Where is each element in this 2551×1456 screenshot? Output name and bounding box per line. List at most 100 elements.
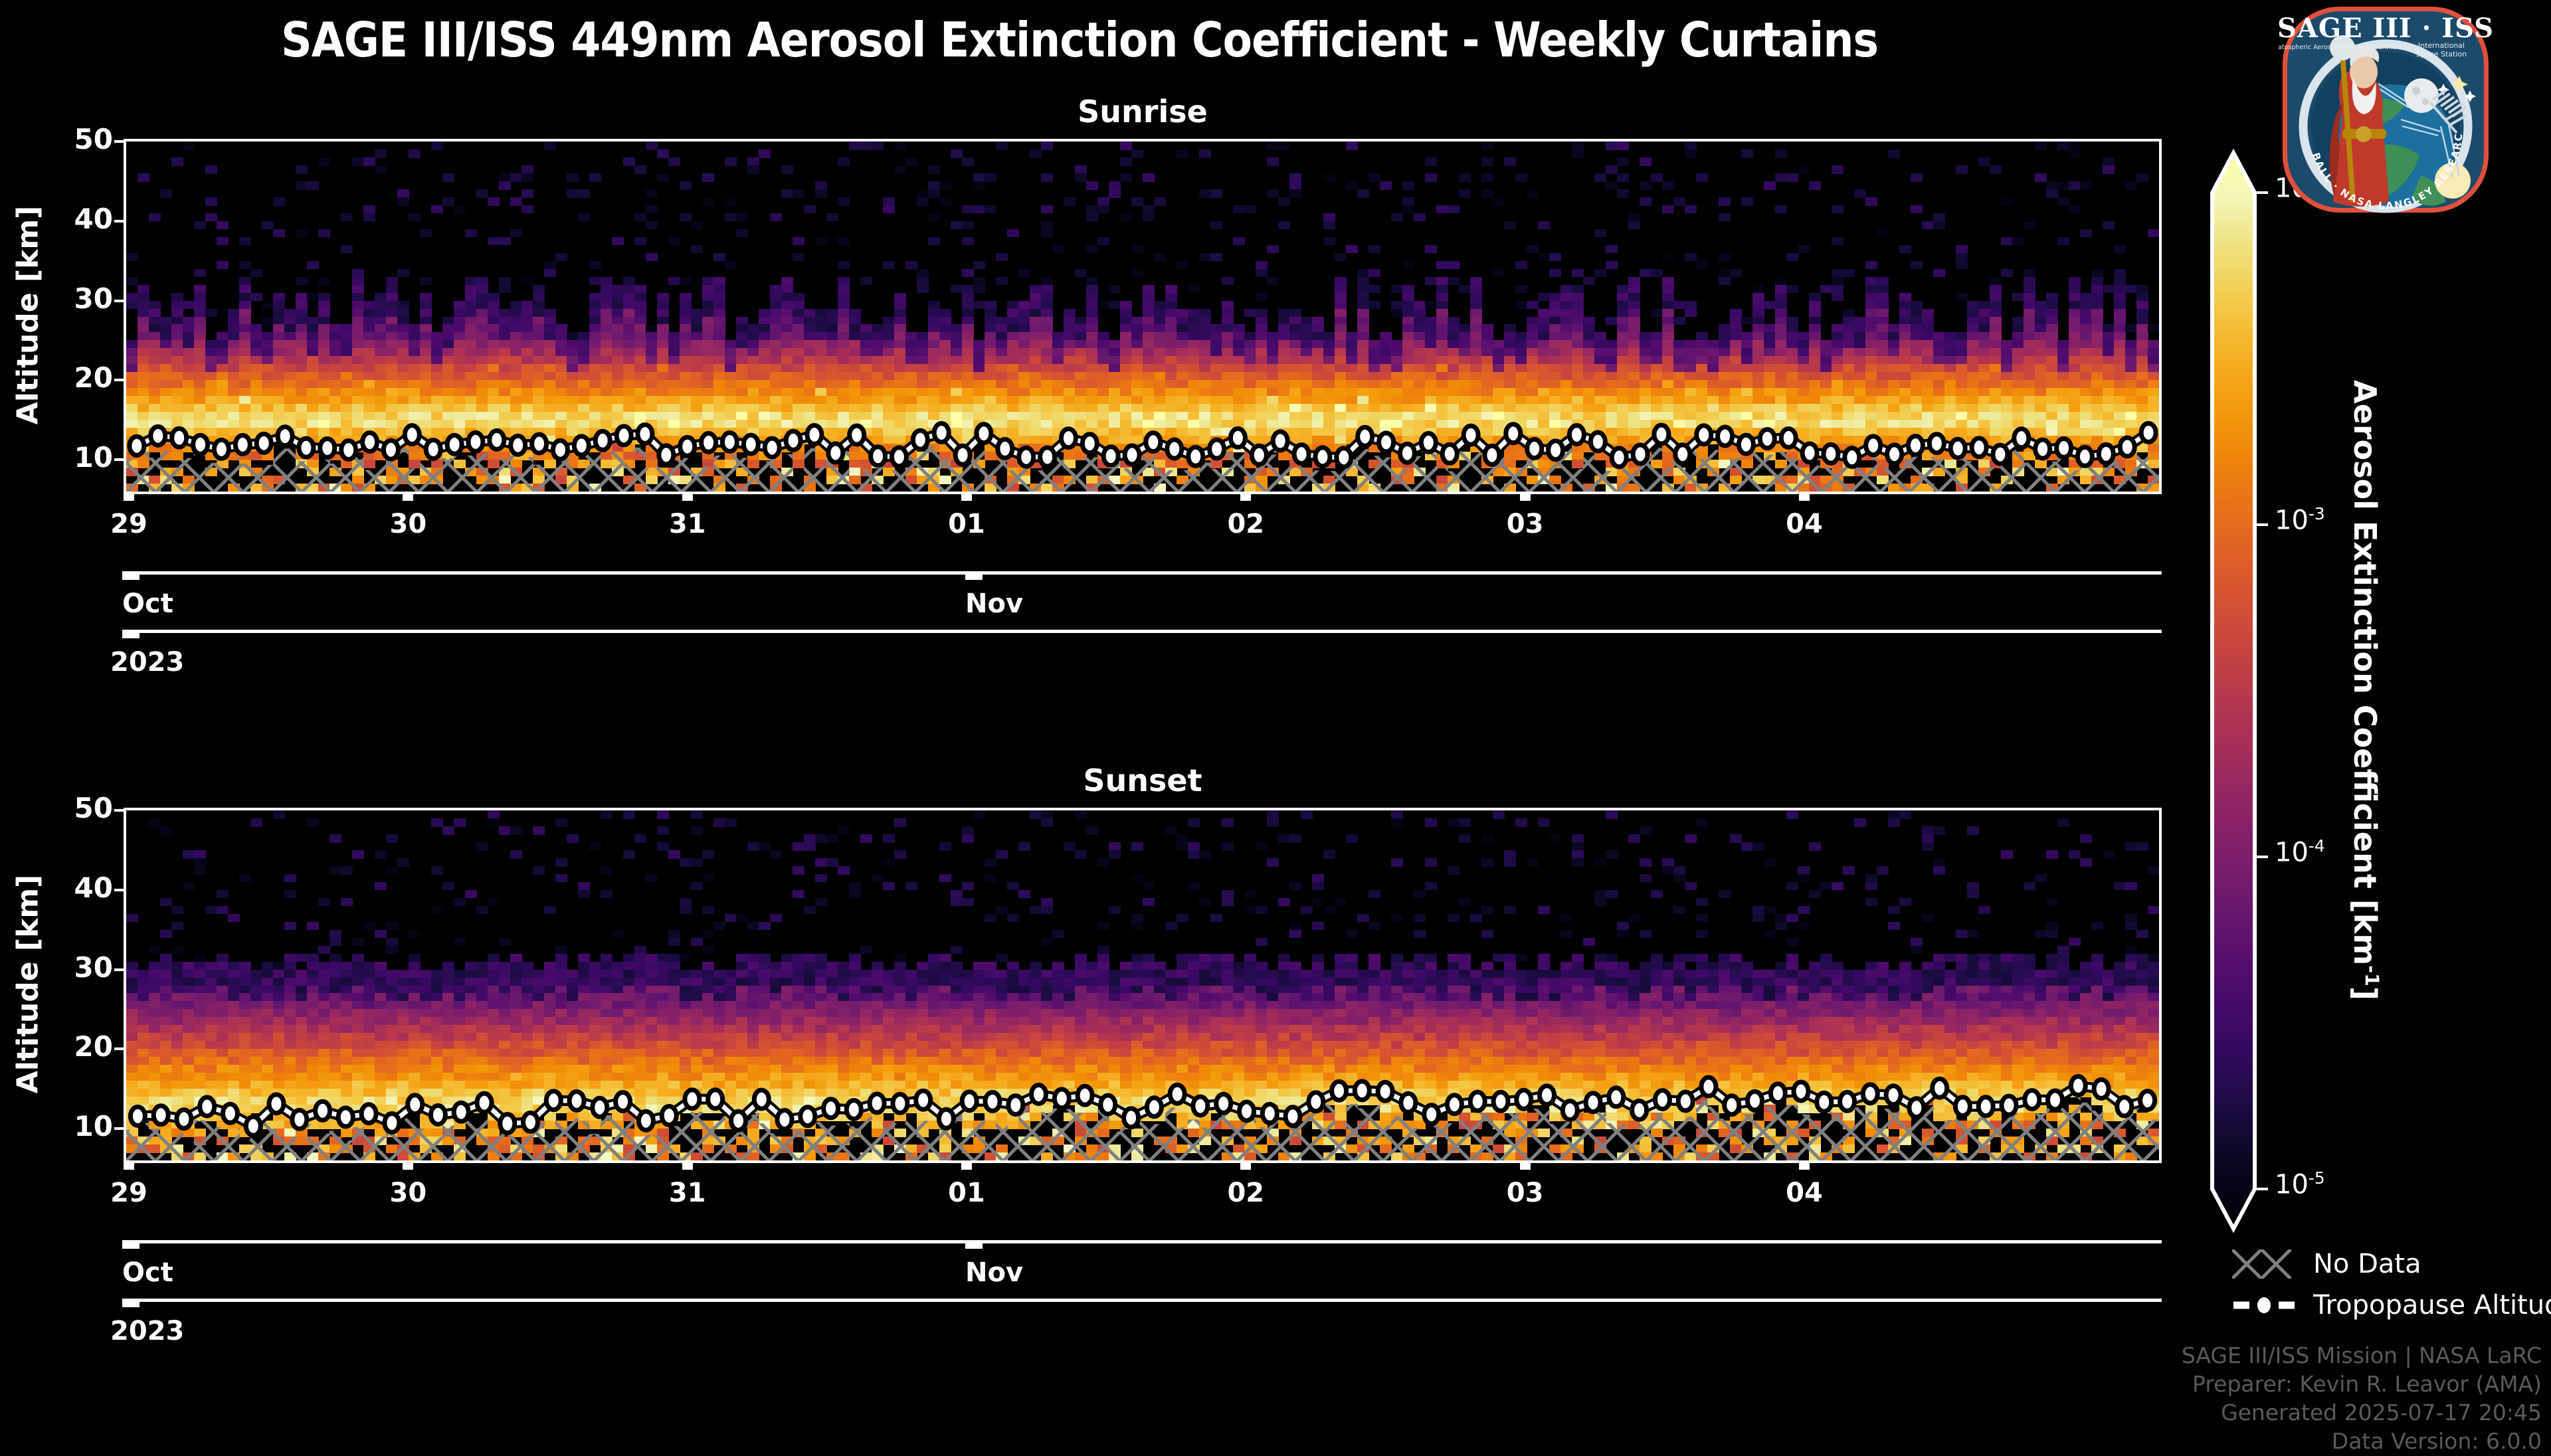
colorbar-tick-label--5: 10-5 (2275, 1168, 2325, 1200)
ytick-mark (114, 888, 125, 891)
month-level-line (124, 1240, 2162, 1243)
ytick-mark (114, 299, 125, 302)
xtick-mark (961, 492, 972, 501)
xtick-label-sunset-01: 01 (907, 1178, 1026, 1208)
ytick-label-sunset-20: 20 (40, 1030, 113, 1063)
month-tick-cap (965, 571, 983, 580)
xtick-mark (1798, 492, 1810, 501)
legend-item-tropopause: Tropopause Altitude (2232, 1290, 2551, 1320)
xtick-mark (403, 1160, 414, 1170)
no-data-swatch-icon (2232, 1249, 2296, 1279)
xtick-label-sunrise-03: 03 (1465, 509, 1585, 539)
ytick-mark (114, 968, 125, 971)
xtick-label-sunrise-01: 01 (907, 509, 1026, 539)
colorbar-title-text: Aerosol Extinction Coefficient [km (2347, 380, 2383, 965)
xtick-mark (961, 1160, 972, 1170)
colorbar-tick-label--4: 10-4 (2275, 836, 2325, 867)
year-label: 2023 (110, 1316, 184, 1346)
ytick-label-sunset-40: 40 (40, 871, 113, 904)
tropopause-swatch-icon (2233, 1293, 2295, 1317)
month-level-line (124, 571, 2162, 575)
xtick-label-sunrise-30: 30 (348, 509, 468, 539)
footer-line-1: Preparer: Kevin R. Leavor (AMA) (2182, 1370, 2542, 1399)
colorbar-tick-base: 10 (2275, 505, 2309, 535)
xtick-mark (1240, 492, 1252, 501)
year-tick-cap (122, 1299, 140, 1307)
month-label-nov: Nov (965, 1257, 1023, 1288)
ytick-label-sunrise-50: 50 (40, 123, 113, 155)
ytick-mark (114, 809, 125, 812)
ytick-label-sunset-30: 30 (40, 951, 113, 984)
colorbar-title-tail: ] (2347, 986, 2383, 1000)
year-level-line (124, 1299, 2162, 1302)
year-tick-cap (122, 630, 140, 638)
xtick-mark (1798, 1160, 1810, 1170)
ytick-label-sunrise-30: 30 (40, 282, 113, 315)
month-label-oct: Oct (122, 589, 173, 619)
ytick-label-sunset-50: 50 (40, 792, 113, 824)
xtick-mark (124, 492, 134, 501)
ytick-label-sunset-10: 10 (40, 1110, 113, 1142)
xtick-label-sunset-29: 29 (69, 1178, 189, 1208)
ytick-label-sunrise-20: 20 (40, 361, 113, 394)
year-label: 2023 (110, 647, 184, 678)
ytick-mark (114, 379, 125, 382)
xtick-label-sunset-31: 31 (628, 1178, 747, 1208)
xtick-label-sunrise-31: 31 (628, 509, 747, 539)
sage-iii-iss-logo: SAGE III · ISS Stratospheric Aerosol and … (2269, 0, 2493, 217)
colorbar-tick-exponent: -3 (2309, 504, 2325, 523)
colorbar-tick (2256, 856, 2268, 858)
colorbar-tick (2256, 191, 2268, 194)
ytick-mark (114, 1047, 125, 1051)
footer-line-2: Generated 2025-07-17 20:45 (2182, 1399, 2542, 1427)
xtick-mark (1240, 1160, 1252, 1170)
xtick-label-sunset-03: 03 (1465, 1178, 1585, 1208)
month-tick-cap (122, 1240, 140, 1249)
ytick-mark (114, 1127, 125, 1131)
month-tick-cap (965, 1240, 983, 1249)
xtick-mark (124, 1160, 134, 1170)
colorbar-tick-base: 10 (2275, 837, 2309, 867)
xtick-mark (403, 492, 414, 501)
colorbar-title: Aerosol Extinction Coefficient [km-1] (2347, 292, 2383, 1089)
colorbar-tick-base: 10 (2275, 1169, 2309, 1200)
xtick-mark (682, 1160, 693, 1170)
xtick-label-sunset-02: 02 (1186, 1178, 1305, 1208)
ytick-mark (114, 219, 125, 223)
month-label-nov: Nov (965, 589, 1023, 619)
xtick-label-sunrise-04: 04 (1745, 509, 1864, 539)
panel-title-sunrise: Sunrise (126, 94, 2159, 130)
ytick-mark (114, 140, 125, 143)
xtick-label-sunrise-02: 02 (1186, 509, 1305, 539)
footer-line-3: Data Version: 6.0.0 (2182, 1427, 2542, 1456)
footer-line-0: SAGE III/ISS Mission | NASA LaRC (2182, 1342, 2542, 1370)
colorbar-tick-label--3: 10-3 (2275, 504, 2325, 535)
month-label-oct: Oct (122, 1257, 173, 1288)
colorbar-tick (2256, 523, 2268, 526)
ytick-mark (114, 458, 125, 462)
xtick-label-sunset-04: 04 (1745, 1178, 1864, 1208)
year-level-line (124, 630, 2162, 633)
axes-sunset (126, 810, 2159, 1160)
colorbar-tick-exponent: -4 (2309, 836, 2325, 856)
footer-credits: SAGE III/ISS Mission | NASA LaRC Preparer… (2182, 1342, 2542, 1456)
ytick-label-sunrise-10: 10 (40, 441, 113, 474)
month-tick-cap (122, 571, 140, 580)
xtick-label-sunrise-29: 29 (69, 509, 189, 539)
svg-text:SAGE III · ISS: SAGE III · ISS (2279, 13, 2493, 44)
legend-label-no-data: No Data (2313, 1249, 2421, 1279)
svg-text:Space Station: Space Station (2416, 50, 2467, 58)
colorbar-tick (2256, 1188, 2268, 1190)
xtick-label-sunset-30: 30 (348, 1178, 468, 1208)
page-title: SAGE III/ISS 449nm Aerosol Extinction Co… (0, 12, 2159, 68)
colorbar-tick-exponent: -5 (2309, 1168, 2325, 1188)
panel-title-sunset: Sunset (126, 763, 2159, 798)
svg-text:International: International (2418, 41, 2465, 50)
xtick-mark (682, 492, 693, 501)
xtick-mark (1519, 492, 1531, 501)
ytick-label-sunrise-40: 40 (40, 203, 113, 235)
legend-item-no-data: No Data (2232, 1249, 2421, 1279)
svg-text:Stratospheric Aerosol and Gas: Stratospheric Aerosol and Gas Experiment… (2279, 44, 2411, 51)
